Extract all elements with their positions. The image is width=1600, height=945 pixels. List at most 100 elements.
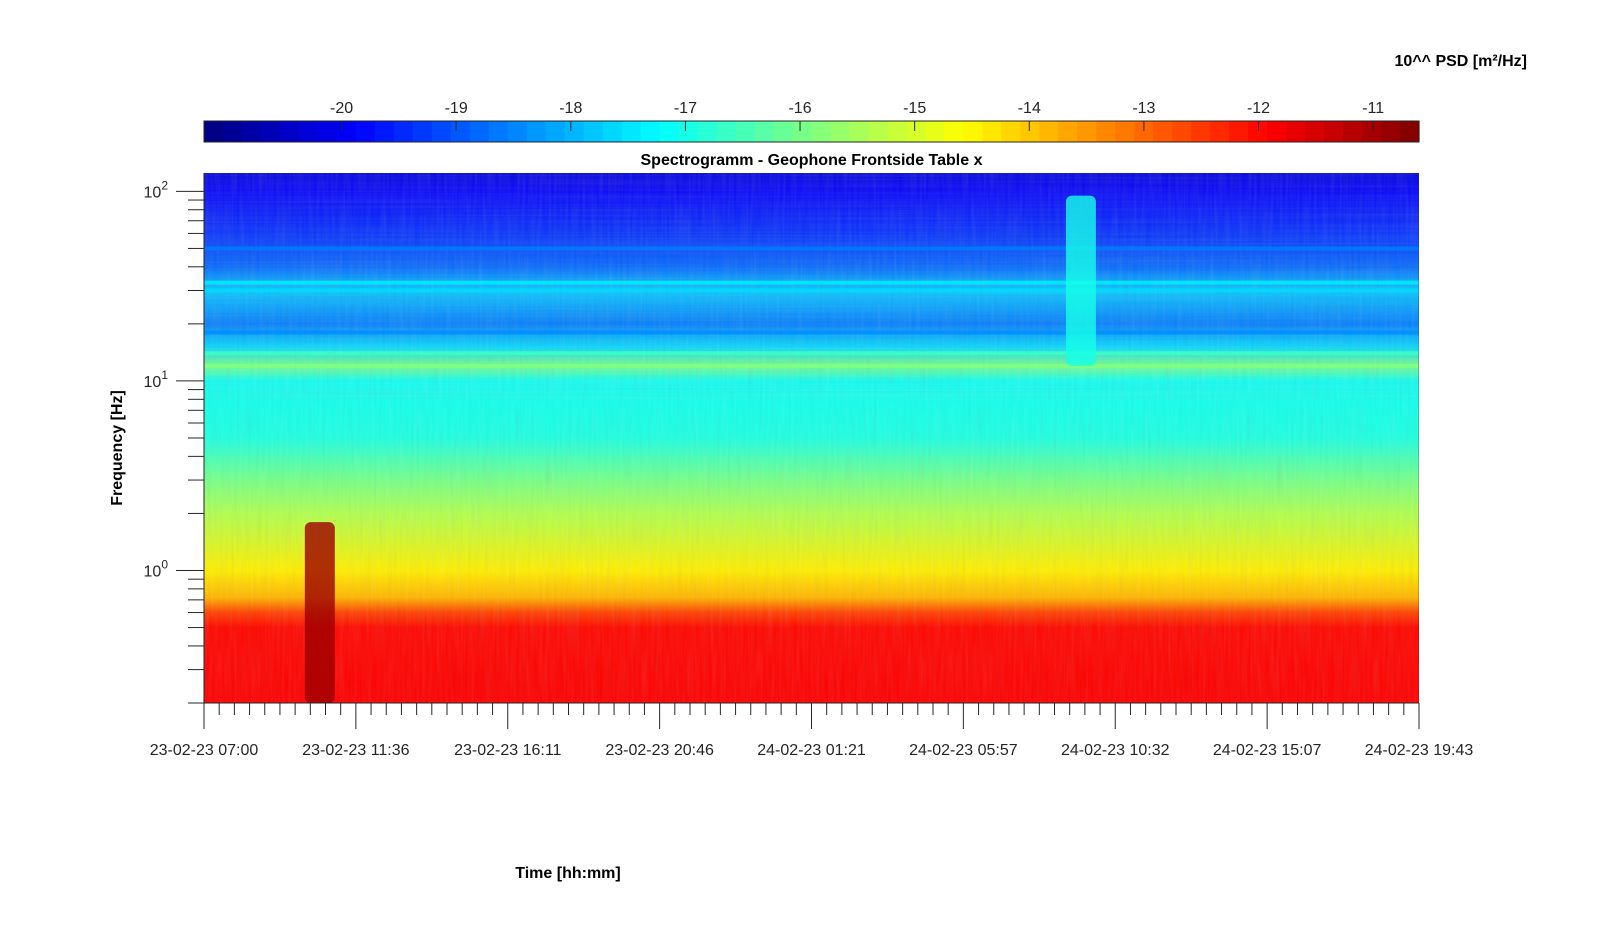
colorbar-swatch: [811, 121, 832, 142]
colorbar-swatch: [1362, 121, 1382, 142]
colorbar-swatch: [374, 121, 395, 142]
colorbar-swatch: [412, 121, 433, 142]
x-tick-label: 24-02-23 15:07: [1213, 742, 1322, 759]
colorbar-swatch: [640, 121, 661, 142]
colorbar-swatch: [1191, 121, 1211, 142]
x-tick-label: 24-02-23 19:43: [1365, 742, 1474, 759]
colorbar-swatch: [1096, 121, 1116, 142]
colorbar-swatch: [887, 121, 908, 142]
narrowband-line: [204, 363, 1419, 368]
colorbar-swatch: [963, 121, 983, 142]
colorbar-swatch: [450, 121, 471, 142]
narrowband-line: [204, 246, 1419, 251]
colorbar-swatch: [1001, 121, 1021, 142]
x-tick-label: 24-02-23 01:21: [757, 742, 866, 759]
colorbar-swatch: [716, 121, 737, 142]
colorbar-swatch: [659, 121, 680, 142]
colorbar-label: 10^^ PSD [m²/Hz]: [1395, 53, 1527, 70]
colorbar-swatch: [982, 121, 1002, 142]
colorbar-swatch: [602, 121, 623, 142]
x-tick-label: 23-02-23 11:36: [302, 742, 409, 759]
colorbar-swatch: [1115, 121, 1135, 142]
colorbar-tick-label: -16: [788, 100, 811, 117]
colorbar-swatch: [1343, 121, 1363, 142]
colorbar-swatch: [1248, 121, 1268, 142]
colorbar-tick-label: -13: [1132, 100, 1155, 117]
colorbar-swatch: [830, 121, 851, 142]
narrowband-line: [204, 288, 1419, 293]
colorbar-tick-label: -18: [559, 100, 582, 117]
x-tick-label: 23-02-23 16:11: [454, 742, 561, 759]
colorbar-swatch: [1153, 121, 1173, 142]
colorbar-swatch: [317, 121, 338, 142]
colorbar-swatch: [279, 121, 300, 142]
colorbar-swatch: [526, 121, 547, 142]
colorbar-swatch: [1020, 121, 1040, 142]
colorbar-swatch: [792, 121, 813, 142]
colorbar-swatch: [355, 121, 376, 142]
chart-title: Spectrogramm - Geophone Frontside Table …: [641, 152, 983, 169]
narrowband-line: [204, 351, 1419, 356]
colorbar-tick-label: -11: [1362, 100, 1384, 117]
colorbar-tick-label: -14: [1018, 100, 1041, 117]
spectrogram-event: [304, 522, 335, 703]
y-tick-label: 101: [144, 368, 169, 391]
colorbar-swatch: [336, 121, 357, 142]
colorbar-swatch: [241, 121, 262, 142]
colorbar-swatch: [678, 121, 699, 142]
colorbar-swatch: [393, 121, 414, 142]
colorbar-swatch: [1134, 121, 1154, 142]
colorbar-swatch: [1381, 121, 1401, 142]
colorbar-swatch: [583, 121, 604, 142]
spectrogram-texture-high: [204, 173, 1419, 400]
colorbar-swatch: [469, 121, 490, 142]
colorbar-swatch: [545, 121, 566, 142]
colorbar-swatch: [564, 121, 585, 142]
colorbar-swatch: [621, 121, 642, 142]
narrowband-line: [204, 280, 1419, 285]
spectrogram-event: [1065, 195, 1096, 366]
y-axis-label: Frequency [Hz]: [109, 390, 126, 506]
colorbar-swatch: [754, 121, 775, 142]
colorbar-swatch: [1305, 121, 1325, 142]
colorbar-swatch: [1324, 121, 1344, 142]
narrowband-line: [204, 330, 1419, 335]
colorbar-swatch: [1077, 121, 1097, 142]
x-axis: 23-02-23 07:00 23-02-23 11:36 23-02-23 16:…: [150, 702, 1474, 759]
x-tick-label: 23-02-23 07:00: [150, 742, 259, 759]
colorbar-swatch: [488, 121, 509, 142]
colorbar: -20 -19 -18 -17 -16 -15 -14 -13 -12 -11: [203, 100, 1420, 143]
colorbar-swatch: [1172, 121, 1192, 142]
colorbar-swatch: [431, 121, 452, 142]
y-axis: 100 101 102: [144, 173, 205, 704]
colorbar-tick-label: -12: [1247, 100, 1270, 117]
colorbar-swatch: [260, 121, 281, 142]
spectrogram-plot-area: [204, 173, 1419, 703]
colorbar-swatch: [298, 121, 319, 142]
colorbar-swatch: [1229, 121, 1249, 142]
colorbar-swatch: [507, 121, 528, 142]
colorbar-swatch: [868, 121, 889, 142]
colorbar-swatch: [906, 121, 927, 142]
colorbar-swatch: [849, 121, 870, 142]
colorbar-swatch: [944, 121, 964, 142]
colorbar-swatch: [735, 121, 756, 142]
colorbar-swatch: [697, 121, 718, 142]
colorbar-swatch: [1058, 121, 1078, 142]
colorbar-swatch: [1286, 121, 1306, 142]
colorbar-tick-label: -17: [674, 100, 697, 117]
colorbar-swatch: [1400, 121, 1420, 142]
x-tick-label: 24-02-23 10:32: [1061, 742, 1170, 759]
x-axis-label: Time [hh:mm]: [515, 865, 620, 882]
colorbar-tick-label: -19: [445, 100, 468, 117]
colorbar-tick-label: -20: [330, 100, 353, 117]
colorbar-swatch: [1039, 121, 1059, 142]
colorbar-swatch: [222, 121, 243, 142]
colorbar-swatch: [1267, 121, 1287, 142]
x-tick-label: 23-02-23 20:46: [605, 742, 714, 759]
colorbar-frame: [203, 120, 1420, 143]
colorbar-tick-label: -15: [903, 100, 926, 117]
colorbar-swatch: [204, 121, 224, 142]
colorbar-swatch: [1210, 121, 1230, 142]
